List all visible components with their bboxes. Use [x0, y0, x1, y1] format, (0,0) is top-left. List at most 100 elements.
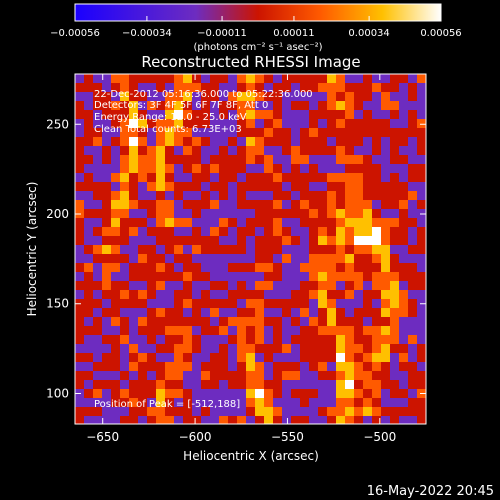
heatmap-cell — [390, 335, 400, 345]
heatmap-cell — [192, 371, 202, 381]
heatmap-cell — [318, 254, 328, 264]
heatmap-cell — [174, 164, 184, 174]
heatmap-cell — [174, 245, 184, 255]
heatmap-cell — [165, 317, 175, 327]
heatmap-cell — [228, 83, 238, 93]
heatmap-cell — [201, 164, 211, 174]
heatmap-cell — [255, 182, 265, 192]
heatmap-cell — [174, 416, 184, 424]
heatmap-cell — [390, 119, 400, 129]
heatmap-cell — [408, 200, 418, 210]
heatmap-cell — [282, 173, 292, 183]
heatmap-cell — [120, 200, 130, 210]
heatmap-cell — [372, 101, 382, 111]
heatmap-cell — [345, 119, 355, 129]
heatmap-cell — [408, 254, 418, 264]
heatmap-cell — [417, 155, 426, 165]
heatmap-cell — [291, 173, 301, 183]
heatmap-cell — [300, 227, 310, 237]
heatmap-cell — [219, 146, 229, 156]
heatmap-cell — [246, 290, 256, 300]
heatmap-cell — [147, 164, 157, 174]
heatmap-cell — [147, 308, 157, 318]
heatmap-cell — [318, 389, 328, 399]
heatmap-cell — [192, 146, 202, 156]
heatmap-cell — [174, 371, 184, 381]
heatmap-cell — [399, 137, 409, 147]
heatmap-cell — [390, 92, 400, 102]
heatmap-cell — [255, 353, 265, 363]
heatmap-cell — [120, 416, 130, 424]
heatmap-cell — [165, 272, 175, 282]
heatmap-cell — [183, 119, 193, 129]
heatmap-cell — [129, 74, 139, 84]
heatmap-cell — [183, 353, 193, 363]
heatmap-cell — [363, 326, 373, 336]
heatmap-cell — [318, 119, 328, 129]
heatmap-cell — [264, 236, 274, 246]
heatmap-cell — [255, 389, 265, 399]
heatmap-cell — [120, 245, 130, 255]
heatmap-cell — [345, 398, 355, 408]
heatmap-cell — [408, 344, 418, 354]
heatmap-cell — [381, 83, 391, 93]
heatmap-cell — [381, 353, 391, 363]
heatmap-cell — [327, 146, 337, 156]
heatmap-cell — [345, 92, 355, 102]
heatmap-cell — [174, 101, 184, 111]
annotation-time-range: 22-Dec-2012 05:16:36.000 to 05:22:36.000 — [94, 89, 313, 100]
heatmap-cell — [201, 380, 211, 390]
heatmap-cell — [120, 407, 130, 417]
heatmap-cell — [381, 218, 391, 228]
heatmap-cell — [408, 317, 418, 327]
heatmap-cell — [390, 326, 400, 336]
heatmap-cell — [408, 380, 418, 390]
heatmap-cell — [120, 110, 130, 120]
heatmap-cell — [390, 344, 400, 354]
heatmap-cell — [246, 74, 256, 84]
heatmap-cell — [390, 101, 400, 111]
heatmap-cell — [291, 407, 301, 417]
heatmap-cell — [129, 299, 139, 309]
heatmap-cell — [75, 398, 85, 408]
heatmap-cell — [309, 281, 319, 291]
heatmap-cell — [417, 164, 426, 174]
heatmap-cell — [354, 362, 364, 372]
heatmap-cell — [84, 281, 94, 291]
heatmap-cell — [390, 416, 400, 424]
heatmap-cell — [174, 137, 184, 147]
heatmap-cell — [165, 83, 175, 93]
heatmap-cell — [156, 362, 166, 372]
heatmap-cell — [111, 101, 121, 111]
heatmap-cell — [417, 407, 426, 417]
heatmap-cell — [255, 191, 265, 201]
heatmap-cell — [210, 335, 220, 345]
heatmap-cell — [84, 74, 94, 84]
heatmap-cell — [264, 263, 274, 273]
heatmap-cell — [300, 308, 310, 318]
heatmap-cell — [408, 92, 418, 102]
heatmap-cell — [228, 119, 238, 129]
heatmap-cell — [138, 389, 148, 399]
heatmap-cell — [354, 290, 364, 300]
heatmap-cell — [255, 272, 265, 282]
heatmap-cell — [264, 128, 274, 138]
heatmap-cell — [156, 218, 166, 228]
heatmap-cell — [264, 299, 274, 309]
heatmap-cell — [291, 137, 301, 147]
heatmap-cell — [84, 119, 94, 129]
heatmap-cell — [102, 344, 112, 354]
heatmap-cell — [237, 74, 247, 84]
heatmap-cell — [336, 308, 346, 318]
heatmap-cell — [237, 371, 247, 381]
heatmap-cell — [327, 299, 337, 309]
heatmap-cell — [111, 281, 121, 291]
heatmap-cell — [291, 272, 301, 282]
heatmap-cell — [120, 272, 130, 282]
heatmap-cell — [111, 218, 121, 228]
heatmap-cell — [345, 254, 355, 264]
heatmap-cell — [228, 200, 238, 210]
heatmap-cell — [111, 272, 121, 282]
heatmap-cell — [399, 128, 409, 138]
